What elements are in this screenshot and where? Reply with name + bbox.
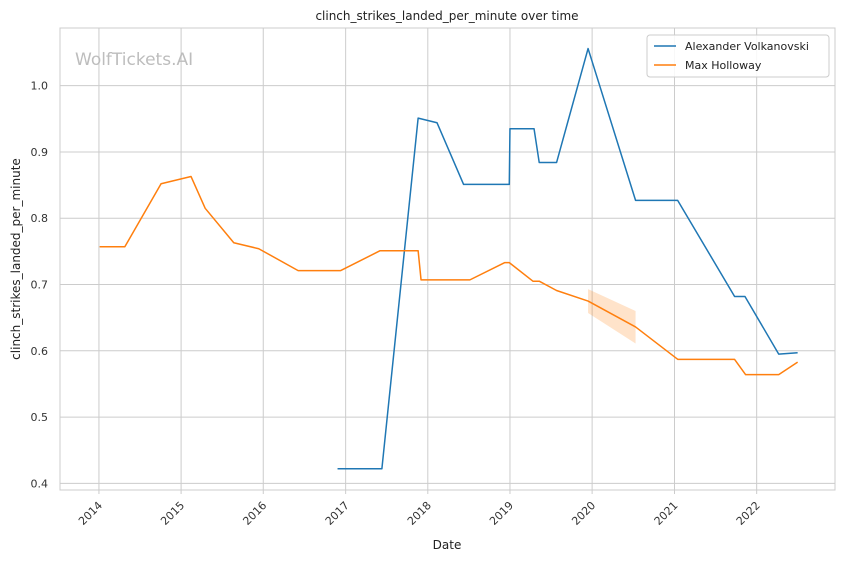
y-tick-label: 0.5 [31, 411, 49, 424]
x-axis-ticks: 2014 2015 2016 2017 2018 2019 2020 2021 2022 [76, 490, 763, 528]
plot-background [59, 27, 836, 491]
x-axis-label: Date [433, 538, 462, 552]
y-tick-label: 0.8 [31, 212, 49, 225]
x-tick-label: 2020 [569, 499, 598, 528]
x-tick-label: 2022 [734, 499, 763, 528]
y-tick-label: 0.9 [31, 146, 49, 159]
legend-label: Max Holloway [685, 59, 762, 72]
x-tick-label: 2015 [158, 499, 187, 528]
grid [60, 28, 835, 490]
series-line [99, 175, 799, 376]
y-tick-label: 0.6 [31, 345, 49, 358]
series-line [337, 47, 798, 470]
x-tick-label: 2014 [76, 499, 105, 528]
legend-box [646, 34, 830, 78]
chart-title: clinch_strikes_landed_per_minute over ti… [315, 9, 578, 23]
y-axis-ticks: 0.4 0.5 0.6 0.7 0.8 0.9 1.0 [31, 80, 49, 491]
y-tick-label: 0.4 [31, 477, 49, 490]
y-axis-label: clinch_strikes_landed_per_minute [9, 158, 23, 360]
legend: Alexander Volkanovski Max Holloway [646, 34, 830, 78]
x-tick-label: 2018 [405, 499, 434, 528]
series-lines [99, 47, 799, 470]
series-confidence-band [588, 289, 636, 344]
legend-label: Alexander Volkanovski [685, 40, 809, 53]
x-tick-label: 2019 [487, 499, 516, 528]
x-tick-label: 2017 [323, 499, 352, 528]
x-tick-label: 2021 [652, 499, 681, 528]
y-tick-label: 1.0 [31, 80, 49, 93]
x-tick-label: 2016 [240, 499, 269, 528]
confidence-bands [588, 289, 636, 344]
y-tick-label: 0.7 [31, 279, 49, 292]
watermark: WolfTickets.AI [75, 50, 193, 70]
